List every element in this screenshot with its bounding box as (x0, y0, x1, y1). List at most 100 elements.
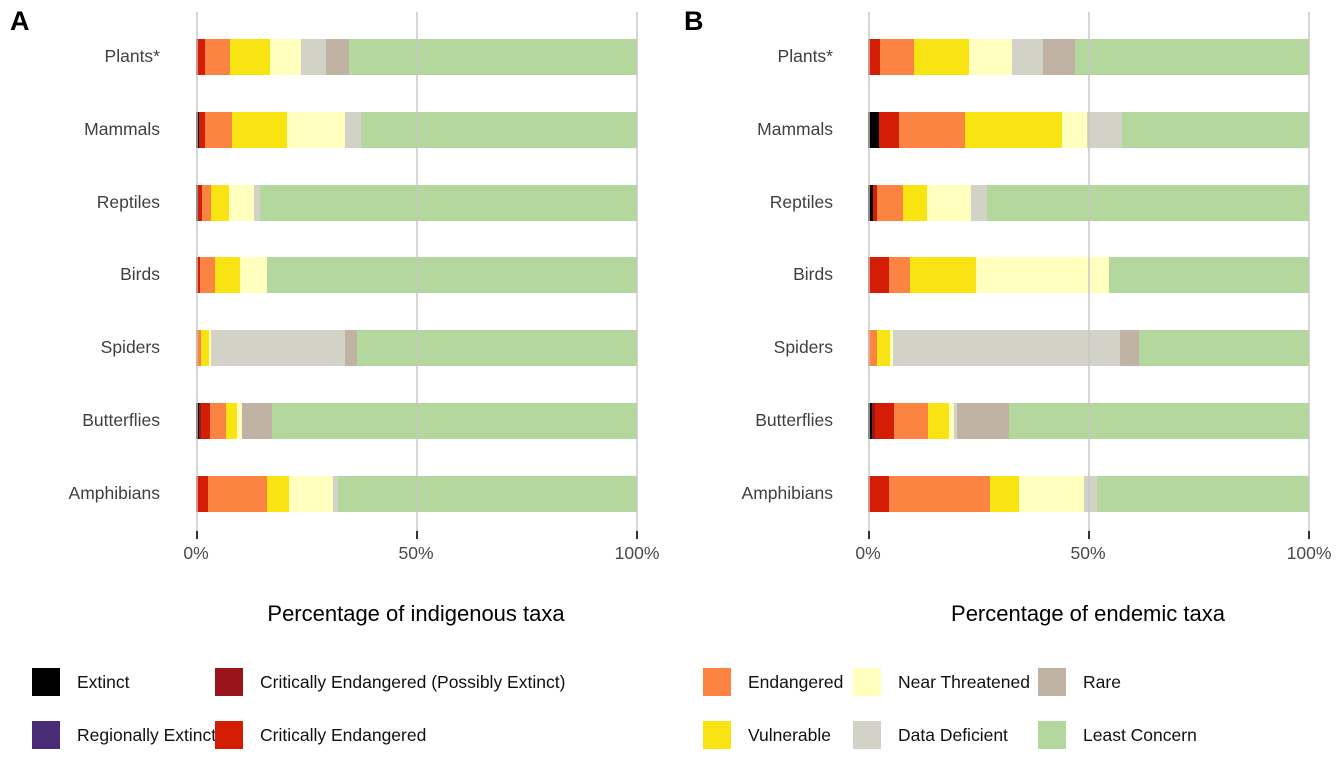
bar-birds (868, 257, 1309, 294)
segment-critically-endangered (196, 475, 208, 512)
segment-endangered (880, 39, 914, 75)
segment-rare (326, 39, 349, 75)
segment-near-threatened (237, 403, 242, 440)
segment-rare (957, 403, 1010, 440)
segment-least-concern (1108, 257, 1309, 294)
axis-tick (416, 531, 418, 539)
bar-spiders (196, 330, 637, 367)
segment-endangered (202, 184, 211, 221)
legend-swatch-critically-endangered-possibly-extinct (215, 668, 243, 696)
row-label-reptiles: Reptiles (769, 191, 833, 212)
segment-near-threatened (240, 257, 267, 294)
legend-label-rare: Rare (1083, 671, 1121, 692)
segment-endangered (204, 111, 233, 148)
segment-near-threatened (926, 184, 971, 221)
segment-endangered (200, 257, 215, 294)
segment-data-deficient (953, 403, 958, 440)
segment-least-concern (357, 330, 637, 367)
segment-near-threatened (889, 330, 894, 367)
segment-data-deficient (254, 184, 261, 221)
bar-amphibians (196, 475, 637, 512)
segment-near-threatened (1019, 475, 1085, 512)
segment-vulnerable (927, 403, 950, 440)
legend-swatch-regionally-extinct (32, 721, 60, 749)
panel-b-tick-100: 100% (1286, 543, 1332, 563)
bar-butterflies (196, 403, 637, 440)
gridline-100pct (636, 12, 638, 531)
row-label-reptiles: Reptiles (96, 191, 160, 212)
segment-critically-endangered (868, 257, 890, 294)
legend-item-extinct: Extinct (32, 668, 130, 696)
legend-label-extinct: Extinct (77, 671, 130, 692)
segment-extinct (868, 111, 880, 148)
row-label-birds: Birds (793, 264, 833, 285)
gridline-100pct (1308, 12, 1310, 531)
panel-a-axis-title: Percentage of indigenous taxa (267, 601, 565, 626)
segment-critically-endangered-possibly-extinct (198, 403, 201, 440)
row-label-butterflies: Butterflies (755, 410, 833, 431)
legend-label-regionally-extinct: Regionally Extinct (77, 724, 217, 745)
segment-endangered (889, 475, 991, 512)
segment-vulnerable (229, 39, 270, 75)
segment-data-deficient (1086, 111, 1123, 148)
segment-near-threatened (1062, 111, 1087, 148)
legend-item-regionally-extinct: Regionally Extinct (32, 721, 216, 749)
bar-plants (196, 39, 637, 75)
segment-least-concern (266, 257, 637, 294)
segment-least-concern (348, 39, 637, 75)
legend-item-critically-endangered: Critically Endangered (215, 721, 426, 749)
legend-label-vulnerable: Vulnerable (748, 724, 832, 745)
gridline-50pct (1088, 12, 1090, 531)
legend-label-least-concern: Least Concern (1083, 724, 1197, 745)
axis-tick (1088, 531, 1090, 539)
segment-data-deficient (344, 111, 361, 148)
legend-label-endangered: Endangered (748, 671, 844, 692)
segment-endangered (876, 184, 904, 221)
row-label-butterflies: Butterflies (82, 410, 160, 431)
segment-critically-endangered (200, 403, 211, 440)
segment-endangered (196, 330, 201, 367)
legend-item-data-deficient: Data Deficient (853, 721, 1008, 749)
segment-near-threatened (976, 257, 1109, 294)
legend-item-vulnerable: Vulnerable (703, 721, 831, 749)
segment-endangered (868, 330, 878, 367)
panel-b-axis-title: Percentage of endemic taxa (951, 601, 1225, 626)
segment-rare (1043, 39, 1075, 75)
legend-label-data-deficient: Data Deficient (898, 724, 1008, 745)
panel-b-letter: B (684, 6, 704, 36)
segment-critically-endangered (868, 39, 881, 75)
row-label-birds: Birds (120, 264, 160, 285)
bar-birds (196, 257, 637, 294)
legend-swatch-critically-endangered (215, 721, 243, 749)
segment-rare (241, 403, 273, 440)
segment-least-concern (1096, 475, 1309, 512)
segment-vulnerable (965, 111, 1063, 148)
segment-least-concern (272, 403, 637, 440)
legend-swatch-near-threatened (853, 668, 881, 696)
segment-critically-endangered (196, 257, 201, 294)
legend-item-least-concern: Least Concern (1038, 721, 1197, 749)
segment-endangered (893, 403, 928, 440)
segment-least-concern (260, 184, 637, 221)
segment-critically-endangered (872, 184, 877, 221)
row-label-mammals: Mammals (84, 118, 160, 139)
segment-critically-endangered (196, 39, 206, 75)
legend-swatch-endangered (703, 668, 731, 696)
segment-data-deficient (1084, 475, 1097, 512)
segment-endangered (205, 39, 230, 75)
segment-critically-endangered (197, 184, 203, 221)
panel-a-letter: A (10, 6, 30, 36)
segment-extinct (868, 184, 873, 221)
legend-label-critically-endangered: Critically Endangered (260, 724, 427, 745)
segment-vulnerable (913, 39, 969, 75)
segment-near-threatened (968, 39, 1013, 75)
row-label-plants: Plants* (777, 46, 833, 66)
segment-vulnerable (267, 475, 290, 512)
segment-critically-endangered (868, 475, 890, 512)
gridline-0pct (196, 12, 198, 531)
gridline-0pct (868, 12, 870, 531)
segment-near-threatened (287, 111, 345, 148)
legend-swatch-least-concern (1038, 721, 1066, 749)
segment-vulnerable (910, 257, 977, 294)
